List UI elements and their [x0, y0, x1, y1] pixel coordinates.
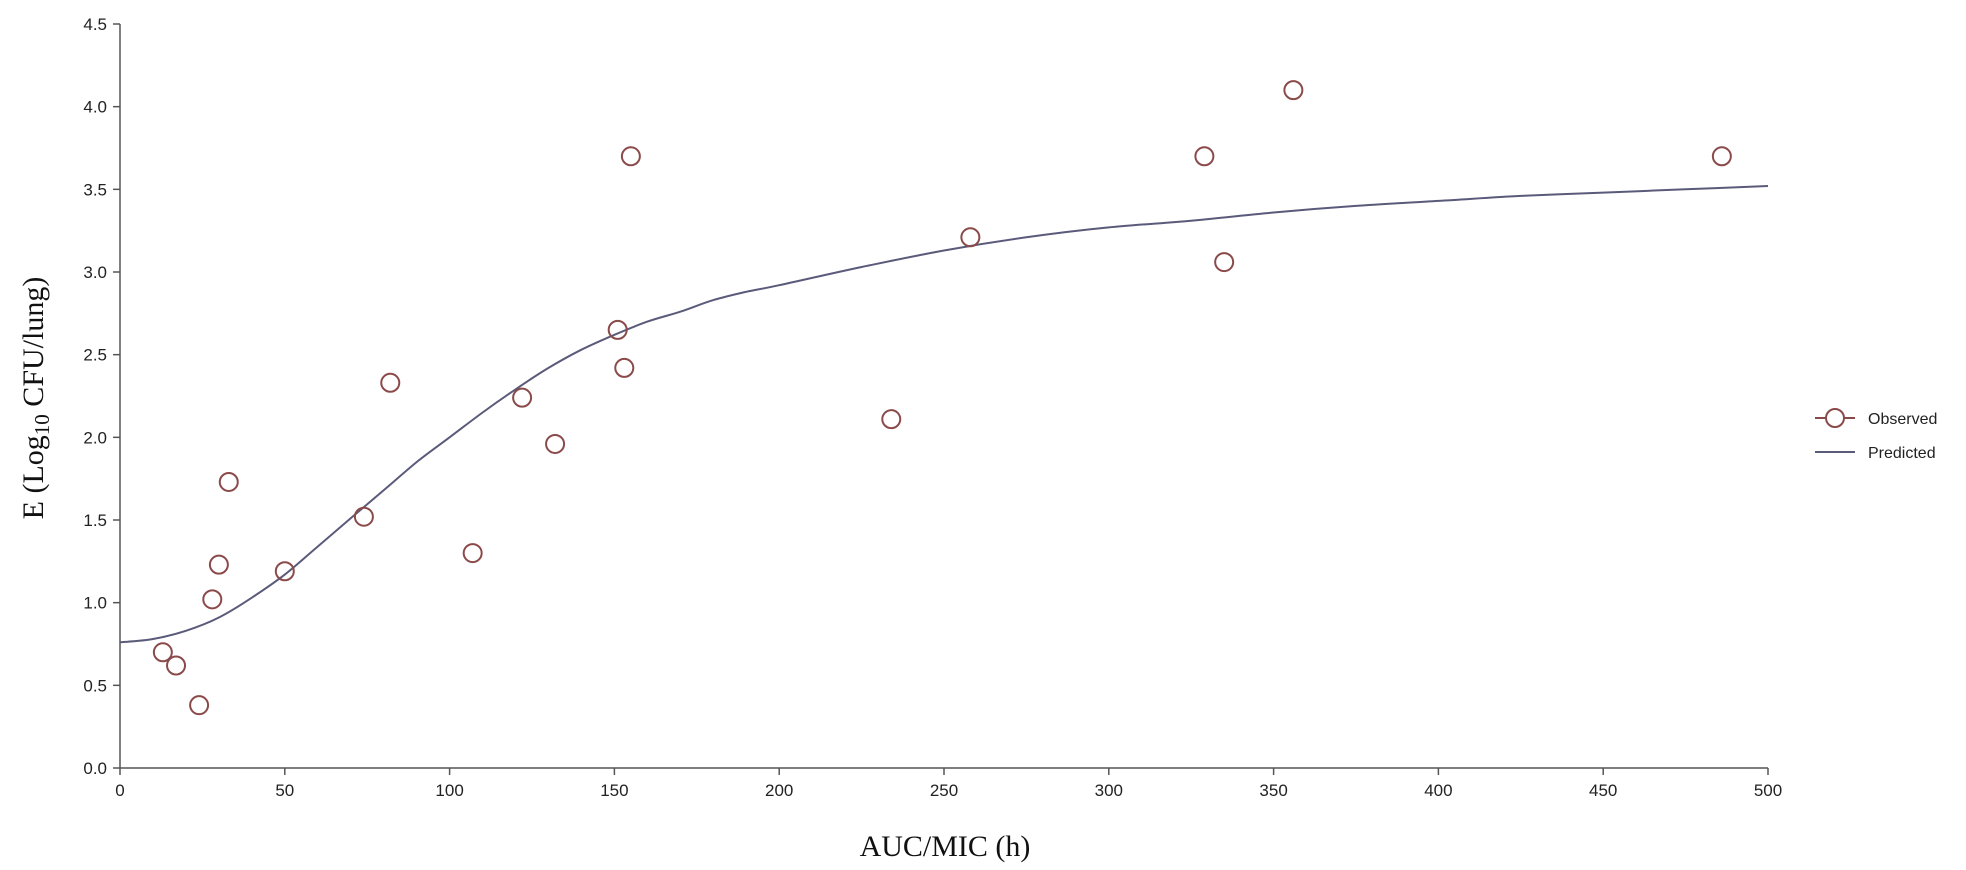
y-tick-label: 2.5 [83, 346, 107, 365]
y-tick-label: 1.5 [83, 511, 107, 530]
y-axis-ticks: 0.0 0.5 1.0 1.5 2.0 2.5 3.0 3.5 4.0 4.5 [83, 15, 120, 778]
x-tick-label: 350 [1259, 781, 1287, 800]
legend-predicted-label: Predicted [1868, 445, 1936, 462]
observed-point [1711, 146, 1732, 167]
observed-point [189, 695, 210, 716]
y-axis-title-subscript: 10 [30, 414, 54, 435]
legend-observed-marker [1825, 408, 1845, 428]
y-tick-label: 1.0 [83, 594, 107, 613]
legend-item-observed: Observed [1815, 408, 1937, 428]
predicted-series [119, 185, 1769, 644]
observed-point [614, 357, 635, 378]
x-tick-label: 50 [275, 781, 294, 800]
x-tick-label: 500 [1754, 781, 1782, 800]
x-axis-ticks: 0 50 100 150 200 250 300 350 400 450 500 [115, 768, 1782, 800]
x-tick-label: 400 [1424, 781, 1452, 800]
y-tick-label: 0.0 [83, 759, 107, 778]
observed-point [166, 655, 187, 676]
x-tick-label: 150 [600, 781, 628, 800]
axes [119, 24, 1768, 769]
y-axis-title: E (Log10 CFU/lung) [17, 277, 54, 520]
observed-point [152, 642, 173, 663]
x-tick-label: 450 [1589, 781, 1617, 800]
y-axis-title-suffix: CFU/lung) [17, 277, 50, 415]
observed-point [881, 409, 902, 430]
observed-point [1283, 80, 1304, 101]
observed-point [380, 372, 401, 393]
legend: Observed Predicted [1815, 408, 1937, 462]
y-tick-label: 3.0 [83, 263, 107, 282]
observed-point [607, 319, 628, 340]
observed-point [960, 227, 981, 248]
legend-item-predicted: Predicted [1815, 445, 1936, 462]
y-tick-label: 4.5 [83, 15, 107, 34]
y-tick-label: 0.5 [83, 676, 107, 695]
observed-point [1194, 146, 1215, 167]
legend-observed-label: Observed [1868, 411, 1937, 428]
observed-point [274, 561, 295, 582]
y-axis-title-prefix: E (Log [17, 435, 50, 519]
y-tick-label: 2.0 [83, 428, 107, 447]
observed-point [1214, 252, 1235, 273]
predicted-curve [119, 185, 1769, 644]
observed-point [353, 506, 374, 527]
observed-point [545, 433, 566, 454]
x-tick-label: 200 [765, 781, 793, 800]
x-tick-label: 100 [435, 781, 463, 800]
observed-point [202, 589, 223, 610]
x-tick-label: 250 [930, 781, 958, 800]
x-tick-label: 300 [1095, 781, 1123, 800]
observed-point [208, 554, 229, 575]
observed-point [218, 471, 239, 492]
y-tick-label: 4.0 [83, 98, 107, 117]
x-tick-label: 0 [115, 781, 124, 800]
x-axis-title: AUC/MIC (h) [860, 830, 1031, 863]
observed-point [462, 543, 483, 564]
observed-point [620, 146, 641, 167]
observed-point [512, 387, 533, 408]
observed-series [152, 80, 1732, 716]
y-tick-label: 3.5 [83, 180, 107, 199]
